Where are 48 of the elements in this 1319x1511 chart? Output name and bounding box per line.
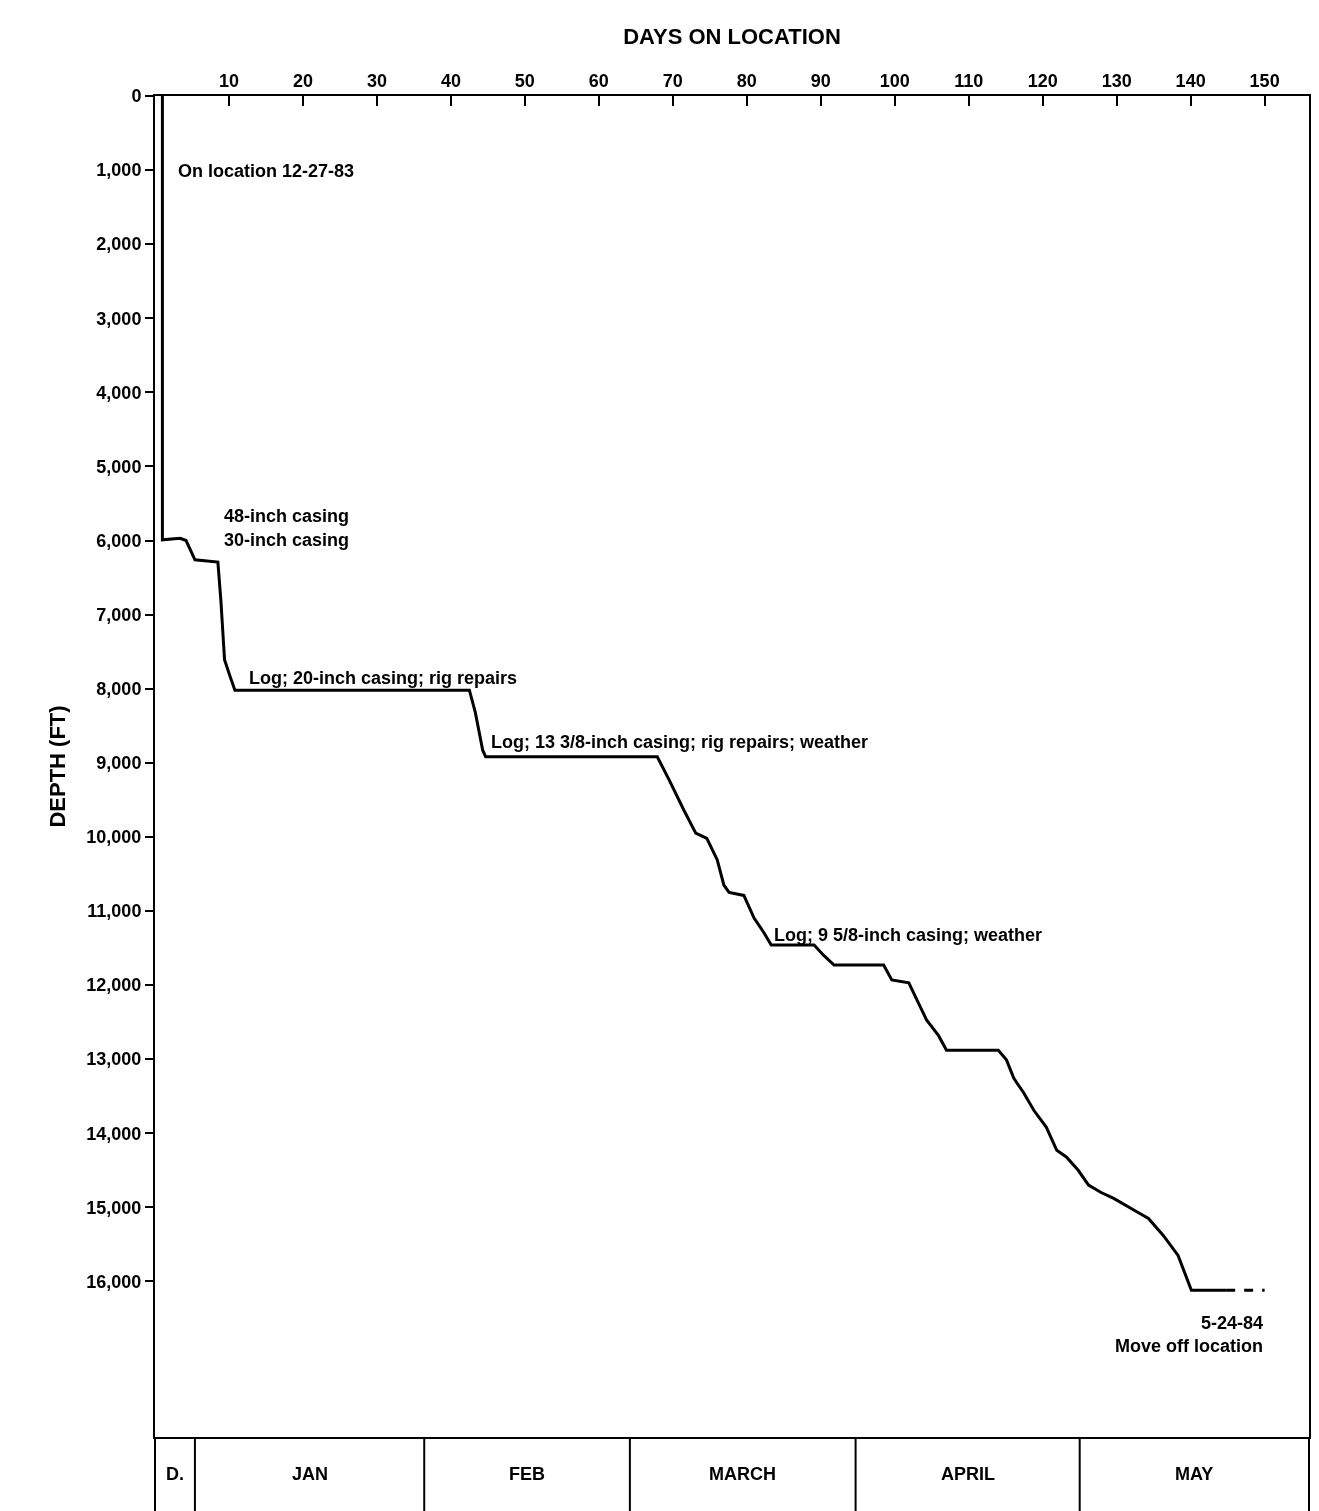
y-tick-label: 8,000 xyxy=(96,679,142,700)
y-tick-label: 4,000 xyxy=(96,382,142,403)
x-tick-label: 110 xyxy=(954,70,984,91)
x-tick-label: 150 xyxy=(1249,70,1280,91)
y-tick-label: 15,000 xyxy=(86,1197,142,1218)
annotation: Move off location xyxy=(1115,1336,1263,1356)
x-tick-label: 80 xyxy=(736,70,757,91)
y-tick-label: 10,000 xyxy=(86,827,142,848)
annotation: 48-inch casing xyxy=(224,506,350,526)
x-tick-label: 50 xyxy=(514,70,535,91)
annotation: Log; 9 5/8-inch casing; weather xyxy=(774,925,1043,945)
y-tick-label: 7,000 xyxy=(96,604,142,625)
y-tick-label: 12,000 xyxy=(86,975,142,996)
x-tick-label: 90 xyxy=(810,70,831,91)
y-tick-label: 11,000 xyxy=(87,901,142,922)
x-tick-label: 40 xyxy=(440,70,461,91)
text: APRIL xyxy=(941,1464,995,1484)
x-tick-label: 100 xyxy=(879,70,910,91)
x-tick-label: 60 xyxy=(588,70,609,91)
x-tick-label: 20 xyxy=(292,70,313,91)
text: MARCH xyxy=(709,1464,776,1484)
x-axis-title: DAYS ON LOCATION xyxy=(623,24,841,50)
annotation: Log; 20-inch casing; rig repairs xyxy=(249,668,518,688)
y-tick-label: 5,000 xyxy=(96,456,142,477)
text: FEB xyxy=(509,1464,545,1484)
y-tick-label: 14,000 xyxy=(86,1123,142,1144)
x-tick-label: 140 xyxy=(1175,70,1206,91)
text: JAN xyxy=(292,1464,329,1484)
x-tick-label: 30 xyxy=(366,70,387,91)
text: MAY xyxy=(1175,1464,1214,1484)
y-tick-label: 6,000 xyxy=(96,530,142,551)
x-tick-label: 10 xyxy=(218,70,239,91)
x-tick-label: 120 xyxy=(1027,70,1058,91)
x-tick-label: 130 xyxy=(1101,70,1132,91)
annotation: 30-inch casing xyxy=(224,530,350,550)
y-tick-label: 2,000 xyxy=(96,234,142,255)
y-tick-label: 16,000 xyxy=(86,1271,142,1292)
y-tick-label: 9,000 xyxy=(96,753,142,774)
x-tick-label: 70 xyxy=(662,70,683,91)
annotation: Log; 13 3/8-inch casing; rig repairs; weather xyxy=(491,732,869,752)
y-tick-label: 13,000 xyxy=(86,1049,142,1070)
text: D. xyxy=(166,1464,184,1484)
y-tick-label: 0 xyxy=(131,86,142,107)
annotation: 5-24-84 xyxy=(1201,1313,1264,1333)
y-tick-label: 1,000 xyxy=(96,160,142,181)
annotation: On location 12-27-83 xyxy=(178,161,355,181)
y-axis-title: DEPTH (FT) xyxy=(44,705,70,828)
y-tick-label: 3,000 xyxy=(96,308,142,329)
